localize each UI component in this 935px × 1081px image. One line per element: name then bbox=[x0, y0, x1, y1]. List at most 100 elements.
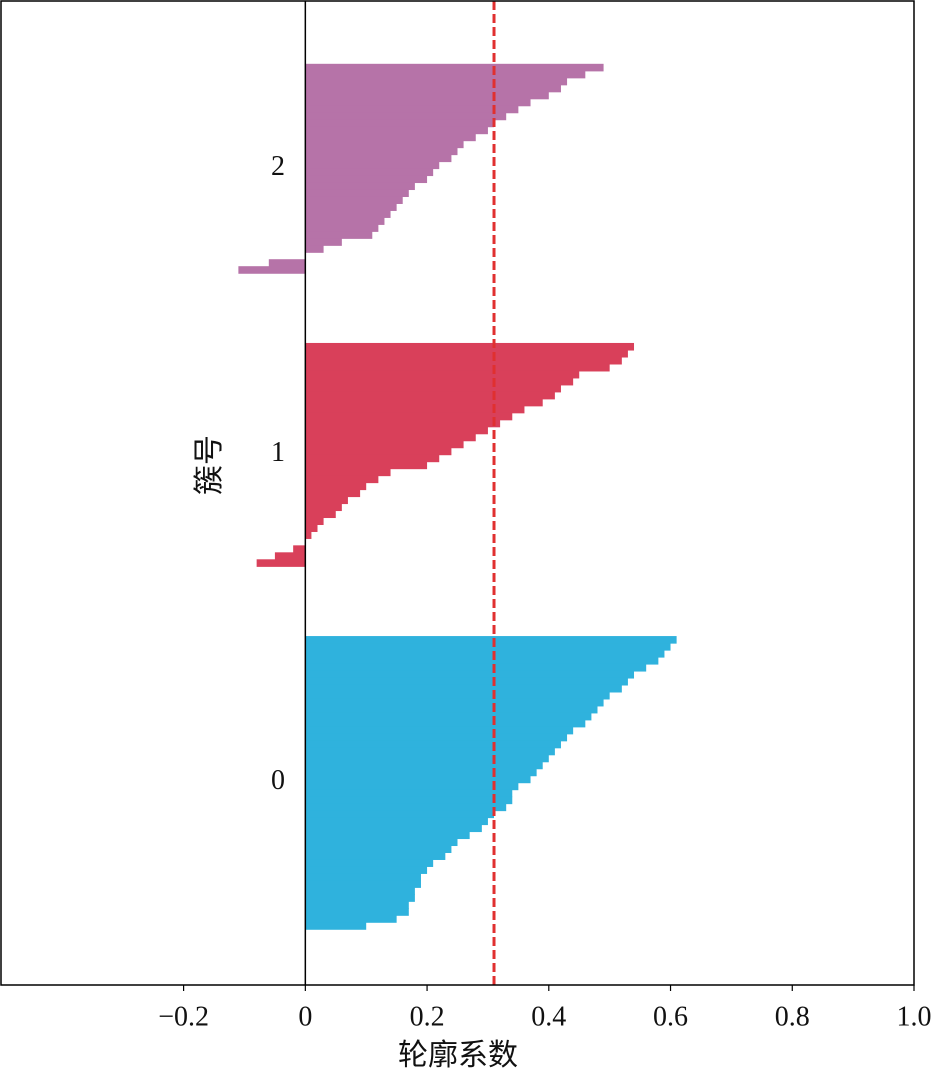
silhouette-bar bbox=[305, 782, 519, 791]
silhouette-bar bbox=[305, 133, 476, 142]
silhouette-bar bbox=[305, 831, 470, 840]
x-tick-label: 0.6 bbox=[653, 1001, 688, 1032]
silhouette-bar bbox=[305, 203, 397, 211]
x-tick-label: −0.2 bbox=[158, 1001, 209, 1032]
silhouette-bar bbox=[268, 259, 306, 267]
silhouette-bar bbox=[305, 454, 440, 463]
silhouette-bar bbox=[305, 377, 574, 386]
silhouette-bar bbox=[305, 77, 568, 86]
silhouette-bar bbox=[305, 817, 488, 826]
silhouette-bar bbox=[305, 140, 464, 149]
silhouette-bar bbox=[305, 245, 324, 253]
silhouette-bar bbox=[305, 789, 513, 798]
x-tick-label: 0 bbox=[298, 1001, 312, 1032]
silhouette-bar bbox=[238, 266, 306, 274]
plot-frame bbox=[0, 0, 915, 986]
silhouette-bar bbox=[305, 405, 525, 414]
silhouette-bar bbox=[305, 517, 324, 526]
silhouette-bar bbox=[256, 559, 306, 567]
silhouette-bar bbox=[305, 803, 507, 812]
silhouette-bar bbox=[305, 915, 397, 923]
silhouette-bar bbox=[305, 880, 421, 888]
silhouette-bar bbox=[305, 887, 415, 895]
silhouette-bar bbox=[305, 677, 628, 686]
silhouette-bar bbox=[305, 496, 348, 505]
silhouette-bar bbox=[305, 426, 488, 435]
silhouette-bar bbox=[305, 761, 543, 770]
silhouette-bar bbox=[305, 852, 446, 860]
silhouette-bar bbox=[305, 91, 549, 100]
silhouette-bar bbox=[305, 712, 592, 721]
silhouette-bar bbox=[305, 796, 513, 805]
silhouette-bar bbox=[305, 670, 635, 679]
silhouette-bar bbox=[305, 105, 519, 114]
silhouette-bar bbox=[305, 663, 647, 672]
silhouette-bar bbox=[305, 419, 501, 428]
silhouette-bar bbox=[305, 510, 336, 519]
silhouette-bar bbox=[305, 119, 495, 128]
silhouette-bar bbox=[305, 370, 580, 379]
silhouette-bar bbox=[305, 70, 586, 79]
silhouette-bar bbox=[305, 873, 421, 881]
silhouette-bar bbox=[305, 84, 561, 93]
silhouette-bar bbox=[305, 468, 391, 477]
silhouette-bar bbox=[305, 63, 604, 72]
silhouette-bar bbox=[305, 363, 610, 372]
silhouette-bar bbox=[305, 698, 604, 707]
silhouette-bar bbox=[305, 231, 373, 239]
silhouette-bar bbox=[305, 175, 428, 184]
silhouette-bar bbox=[305, 217, 385, 225]
silhouette-bar bbox=[305, 384, 561, 393]
silhouette-bar bbox=[305, 824, 482, 833]
silhouette-bar bbox=[305, 447, 452, 456]
silhouette-bar bbox=[305, 196, 403, 204]
silhouette-bar bbox=[305, 440, 464, 449]
silhouette-bar bbox=[305, 475, 379, 484]
x-tick-label: 0.8 bbox=[775, 1001, 810, 1032]
silhouette-bar bbox=[305, 650, 665, 658]
silhouette-bar bbox=[305, 433, 476, 442]
x-tick-label: 1.0 bbox=[897, 1001, 932, 1032]
silhouette-bar bbox=[305, 691, 610, 700]
silhouette-bar bbox=[305, 866, 428, 874]
silhouette-bar bbox=[305, 733, 568, 742]
silhouette-bar bbox=[305, 182, 415, 191]
silhouette-bar bbox=[305, 489, 361, 498]
silhouette-bar bbox=[305, 901, 409, 909]
silhouette-bar bbox=[305, 657, 659, 665]
silhouette-bar bbox=[305, 154, 452, 163]
silhouette-bar bbox=[305, 726, 574, 735]
silhouette-bar bbox=[305, 482, 367, 491]
silhouette-bar bbox=[293, 545, 306, 553]
silhouette-bar bbox=[305, 524, 318, 532]
silhouette-bar bbox=[305, 147, 458, 156]
silhouette-bar bbox=[305, 740, 561, 749]
x-tick-label: 0.2 bbox=[410, 1001, 445, 1032]
silhouette-bar bbox=[305, 412, 513, 421]
silhouette-bar bbox=[305, 775, 531, 784]
silhouette-bar bbox=[305, 768, 537, 777]
silhouette-bar bbox=[305, 356, 622, 365]
silhouette-bar bbox=[305, 98, 531, 107]
silhouette-bar bbox=[305, 126, 488, 135]
x-axis-label: 轮廓系数 bbox=[398, 1039, 518, 1072]
silhouette-bar bbox=[305, 112, 507, 121]
x-tick-label: 0.4 bbox=[531, 1001, 566, 1032]
silhouette-bar bbox=[305, 719, 586, 728]
silhouette-bar bbox=[305, 922, 367, 930]
silhouette-bar bbox=[305, 747, 555, 756]
silhouette-bar bbox=[305, 636, 677, 644]
silhouette-bar bbox=[305, 810, 495, 819]
silhouette-bar bbox=[305, 161, 440, 170]
silhouette-bar bbox=[305, 210, 391, 218]
silhouette-bar bbox=[305, 894, 415, 902]
silhouette-bar bbox=[305, 754, 549, 763]
silhouette-bar bbox=[305, 531, 312, 539]
silhouette-bar bbox=[305, 838, 458, 847]
silhouette-bar bbox=[305, 342, 635, 351]
silhouette-bar bbox=[305, 168, 434, 177]
silhouette-bar bbox=[305, 349, 628, 358]
silhouette-bar bbox=[305, 643, 671, 651]
cluster-label: 1 bbox=[271, 437, 285, 468]
